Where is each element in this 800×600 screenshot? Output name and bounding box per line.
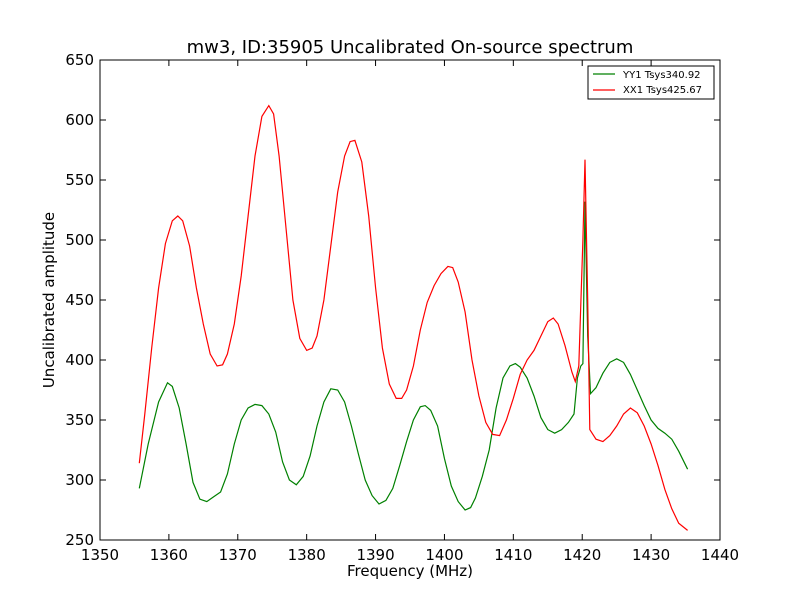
x-axis-ticks: 1350 1360 1370 1380 1390 1400 1410 1420 1430 1440 bbox=[81, 60, 739, 564]
y-tick-label: 350 bbox=[65, 411, 94, 429]
x-axis-label: Frequency (MHz) bbox=[347, 562, 473, 580]
y-tick-label: 450 bbox=[65, 291, 94, 309]
x-tick-label: 1420 bbox=[563, 546, 601, 564]
y-tick-label: 250 bbox=[65, 531, 94, 549]
x-tick-label: 1350 bbox=[81, 546, 119, 564]
y-tick-label: 300 bbox=[65, 471, 94, 489]
y-tick-label: 500 bbox=[65, 231, 94, 249]
legend: YY1 Tsys340.92 XX1 Tsys425.67 bbox=[587, 65, 715, 100]
x-tick-label: 1440 bbox=[701, 546, 739, 564]
x-tick-label: 1430 bbox=[632, 546, 670, 564]
y-tick-label: 550 bbox=[65, 171, 94, 189]
y-tick-label: 650 bbox=[65, 51, 94, 69]
y-tick-label: 400 bbox=[65, 351, 94, 369]
chart-title: mw3, ID:35905 Uncalibrated On-source spe… bbox=[187, 37, 634, 58]
series-line-yy1 bbox=[138, 201, 689, 511]
y-axis-ticks: 250 300 350 400 450 500 550 600 650 bbox=[65, 51, 720, 549]
x-tick-label: 1400 bbox=[425, 546, 463, 564]
x-tick-label: 1410 bbox=[494, 546, 532, 564]
x-tick-label: 1380 bbox=[288, 546, 326, 564]
x-tick-label: 1360 bbox=[150, 546, 188, 564]
legend-label-yy1: YY1 Tsys340.92 bbox=[622, 70, 701, 81]
series-line-xx1 bbox=[138, 104, 688, 531]
legend-label-xx1: XX1 Tsys425.67 bbox=[623, 85, 702, 96]
y-tick-label: 600 bbox=[65, 111, 94, 129]
x-tick-label: 1370 bbox=[219, 546, 257, 564]
y-axis-label: Uncalibrated amplitude bbox=[40, 212, 58, 388]
x-tick-label: 1390 bbox=[356, 546, 394, 564]
legend-box bbox=[587, 65, 715, 100]
series-layer bbox=[138, 104, 689, 531]
